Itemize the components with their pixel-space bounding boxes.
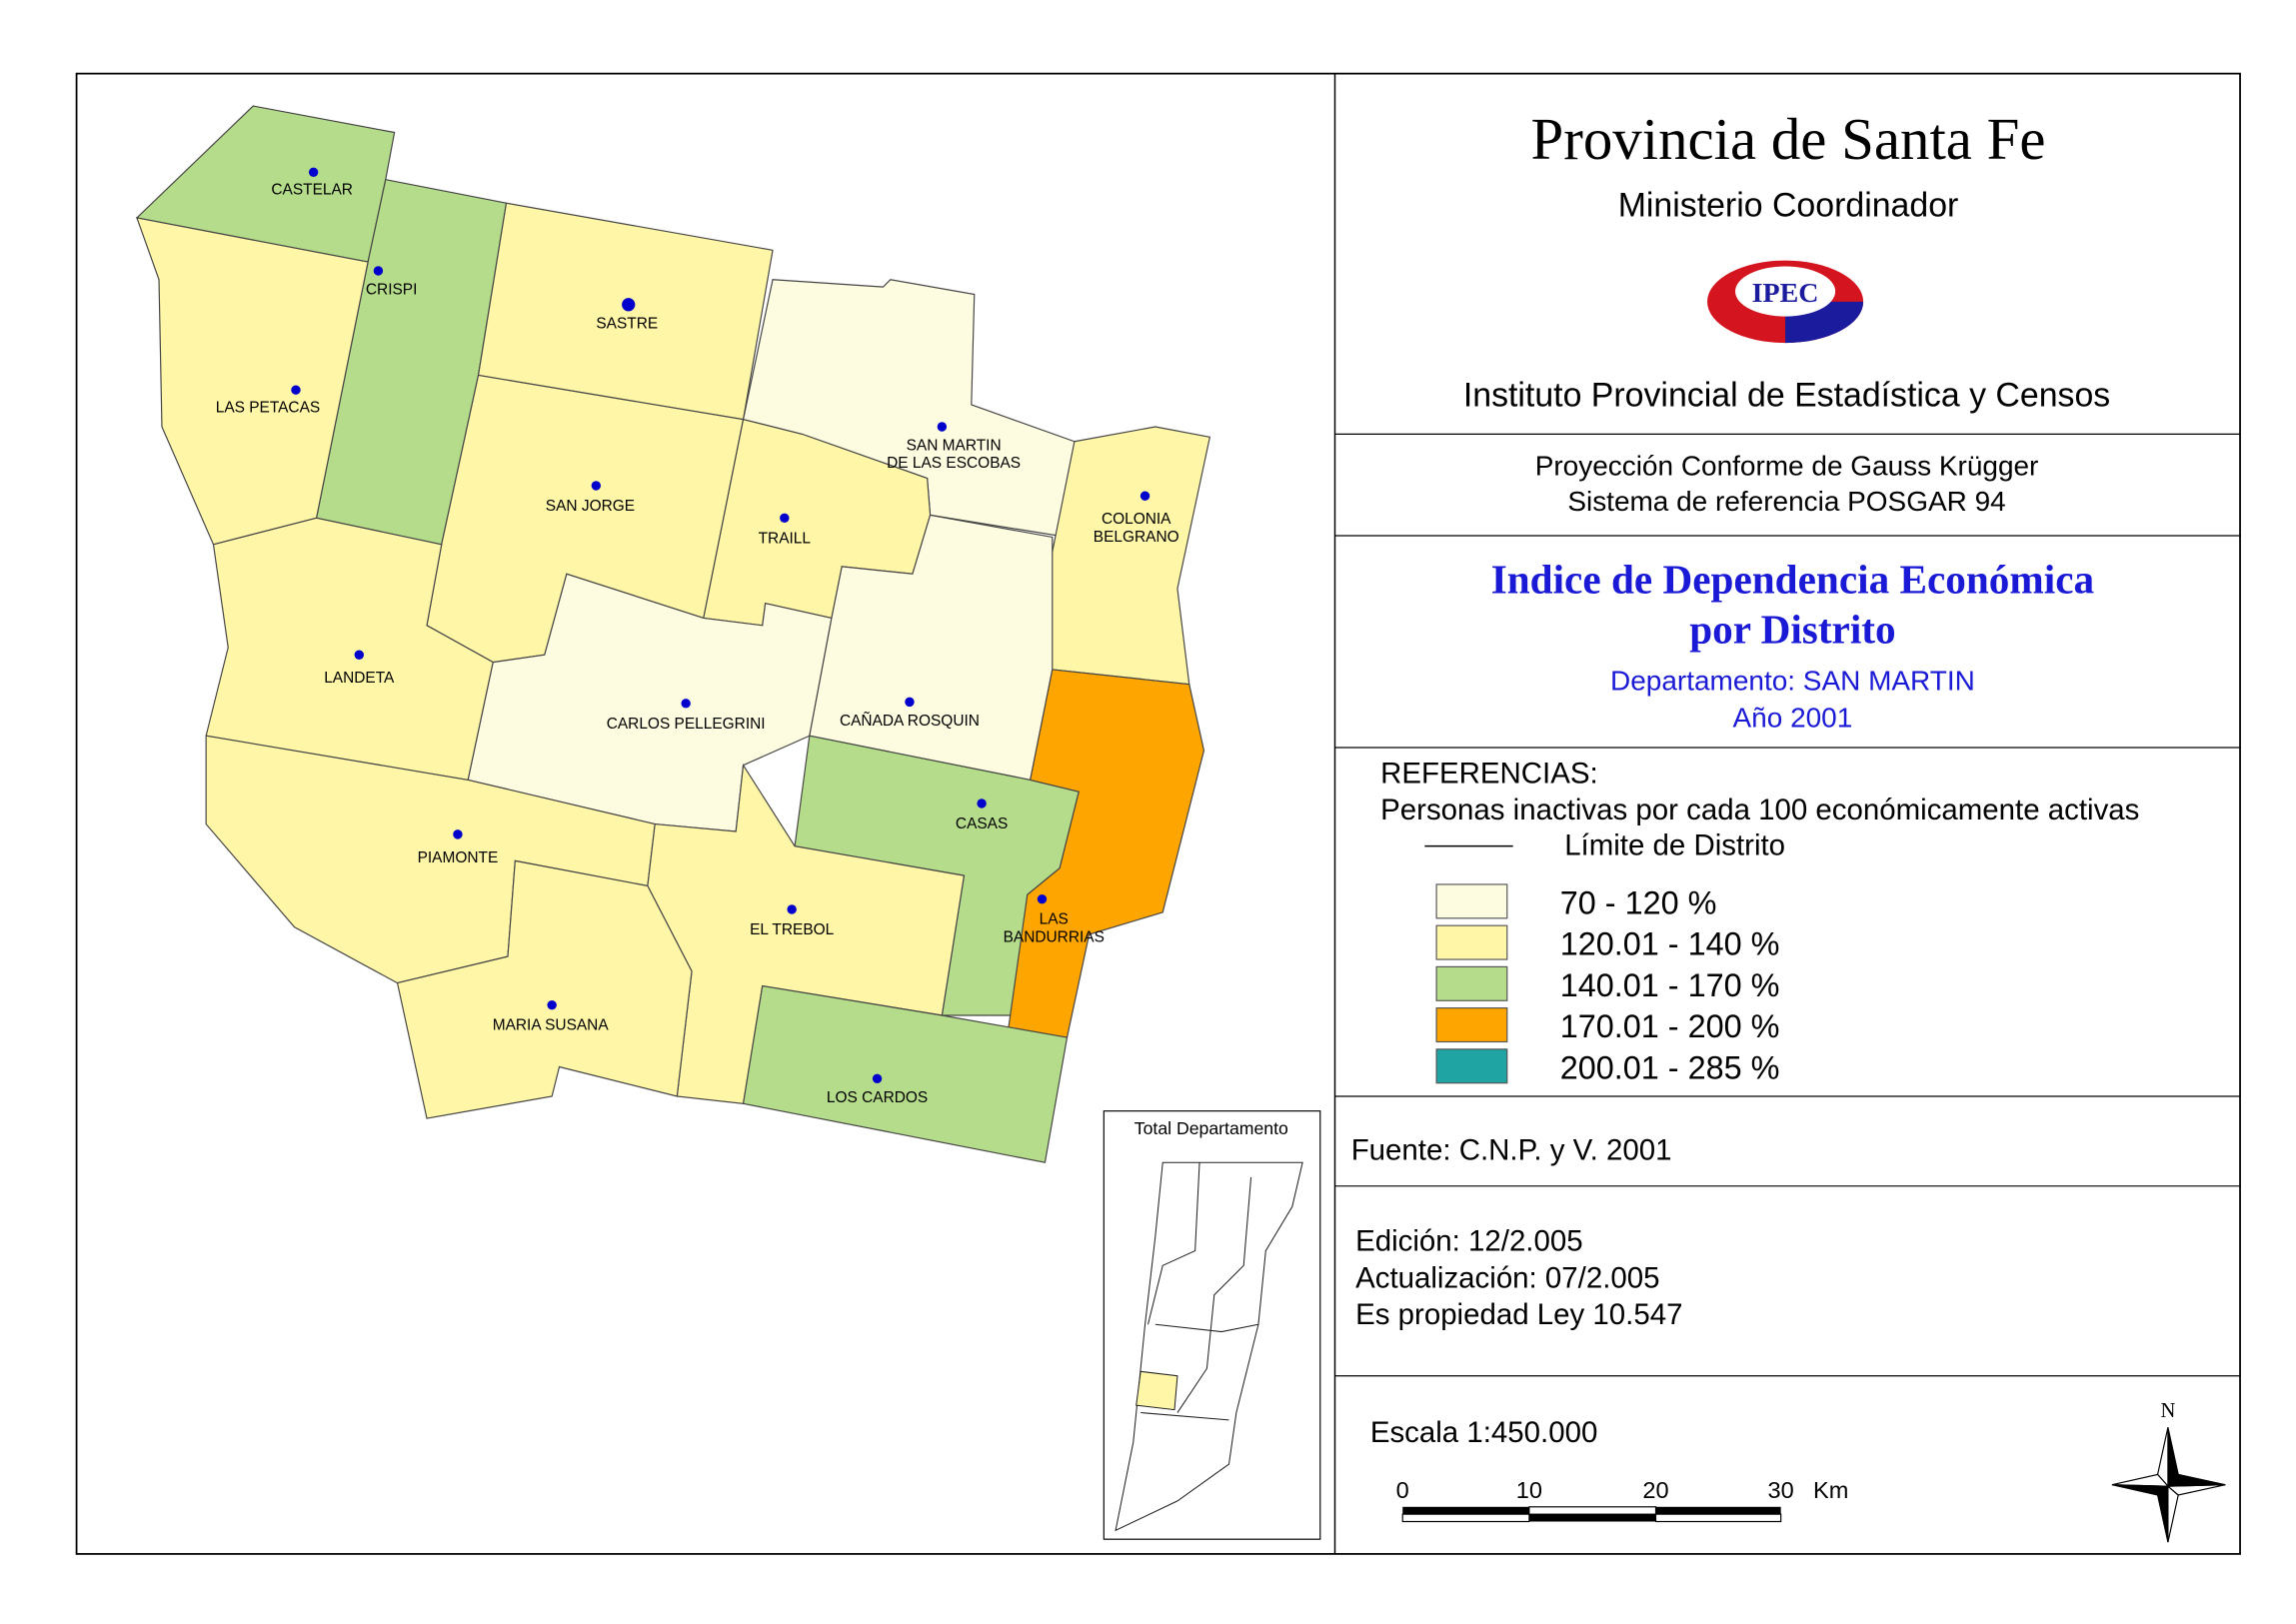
district-label: CASTELAR	[271, 181, 353, 198]
projection: Sistema de referencia POSGAR 94	[1567, 486, 2005, 517]
inset-title: Total Departamento	[1135, 1118, 1288, 1138]
district-label: LAS PETACAS	[216, 399, 321, 416]
legend-swatch	[1435, 965, 1508, 1001]
district-label: SAN JORGE	[546, 498, 635, 515]
district-point	[291, 385, 301, 395]
north-arrow	[2111, 1427, 2226, 1543]
references-title: REFERENCIAS:	[1380, 757, 1598, 790]
district-point	[453, 829, 463, 839]
district-label: PIAMONTE	[418, 849, 499, 866]
boundary-label: Límite de Distrito	[1564, 828, 1785, 861]
district-label: LAS	[1040, 911, 1069, 928]
district-point	[547, 999, 557, 1010]
district-label: CRISPI	[366, 281, 418, 298]
legend-swatch	[1435, 924, 1508, 960]
edition: Actualización: 07/2.005	[1355, 1261, 1659, 1294]
edition: Edición: 12/2.005	[1355, 1225, 1583, 1258]
legend-label: 200.01 - 285 %	[1560, 1049, 1780, 1085]
scale-bar	[1401, 1506, 1782, 1523]
district-point	[373, 266, 384, 276]
district-label: DE LAS ESCOBAS	[887, 455, 1021, 472]
scale-title: Escala 1:450.000	[1370, 1416, 1598, 1449]
district-label: SASTRE	[596, 315, 658, 332]
ministry: Ministerio Coordinador	[1618, 186, 1959, 224]
edition: Es propiedad Ley 10.547	[1355, 1298, 1682, 1331]
district-point	[872, 1073, 883, 1084]
frame	[75, 72, 2241, 1555]
legend-label: 120.01 - 140 %	[1560, 926, 1780, 962]
scale-unit: Km	[1813, 1477, 1848, 1503]
district-point	[308, 167, 319, 177]
district-label: LOS CARDOS	[827, 1089, 928, 1106]
scale-label: 10	[1516, 1477, 1542, 1503]
district-point	[681, 699, 691, 709]
district-label: EL TREBOL	[750, 921, 835, 938]
references-description: Personas inactivas por cada 100 económic…	[1380, 794, 2139, 826]
legend-label: 140.01 - 170 %	[1560, 967, 1780, 1003]
department: Departamento: SAN MARTIN	[1610, 666, 1975, 697]
district	[396, 859, 693, 1119]
scale-label: 30	[1768, 1477, 1794, 1503]
district-label: BANDURRIAS	[1004, 928, 1105, 945]
district-map	[135, 105, 1211, 1163]
legend-swatch	[1435, 1007, 1508, 1043]
district-label: TRAILL	[759, 530, 812, 547]
district-point	[977, 799, 987, 809]
district-label: CASAS	[956, 815, 1008, 832]
legend-label: 170.01 - 200 %	[1560, 1008, 1780, 1044]
district-label: MARIA SUSANA	[493, 1017, 610, 1034]
map-title: Indice de Dependencia Económica	[1491, 556, 2094, 602]
scale-label: 0	[1396, 1477, 1409, 1503]
district	[742, 984, 1069, 1163]
legend-swatch	[1435, 883, 1508, 919]
legend-label: 70 - 120 %	[1560, 884, 1717, 920]
district-point	[905, 697, 915, 708]
logo-text: IPEC	[1752, 278, 1819, 309]
projection: Proyección Conforme de Gauss Krügger	[1535, 451, 2039, 482]
title: Provincia de Santa Fe	[1530, 107, 2045, 172]
scale-label: 20	[1642, 1477, 1668, 1503]
logo: IPEC	[1707, 260, 1864, 344]
district-point	[780, 513, 790, 524]
year: Año 2001	[1733, 702, 1853, 733]
district-point	[1140, 491, 1150, 501]
north-label: N	[2160, 1400, 2175, 1422]
district-label: BELGRANO	[1094, 529, 1179, 546]
district-label: COLONIA	[1102, 511, 1171, 528]
district-point	[622, 298, 636, 312]
district-label: SAN MARTIN	[907, 438, 1002, 455]
source: Fuente: C.N.P. y V. 2001	[1351, 1133, 1672, 1166]
district-label: CAÑADA ROSQUIN	[840, 713, 980, 730]
district-point	[591, 481, 602, 491]
legend-swatch	[1435, 1048, 1508, 1084]
inset-map	[1115, 1161, 1303, 1532]
district-point	[354, 650, 364, 660]
district-label: CARLOS PELLEGRINI	[607, 716, 766, 733]
map-title: por Distrito	[1689, 606, 1895, 652]
district-point	[787, 904, 797, 914]
district-point	[1037, 893, 1048, 904]
panel-lines	[1334, 433, 2241, 1377]
district-label: LANDETA	[324, 670, 395, 687]
institute: Instituto Provincial de Estadística y Ce…	[1463, 376, 2110, 414]
district-point	[937, 422, 948, 432]
